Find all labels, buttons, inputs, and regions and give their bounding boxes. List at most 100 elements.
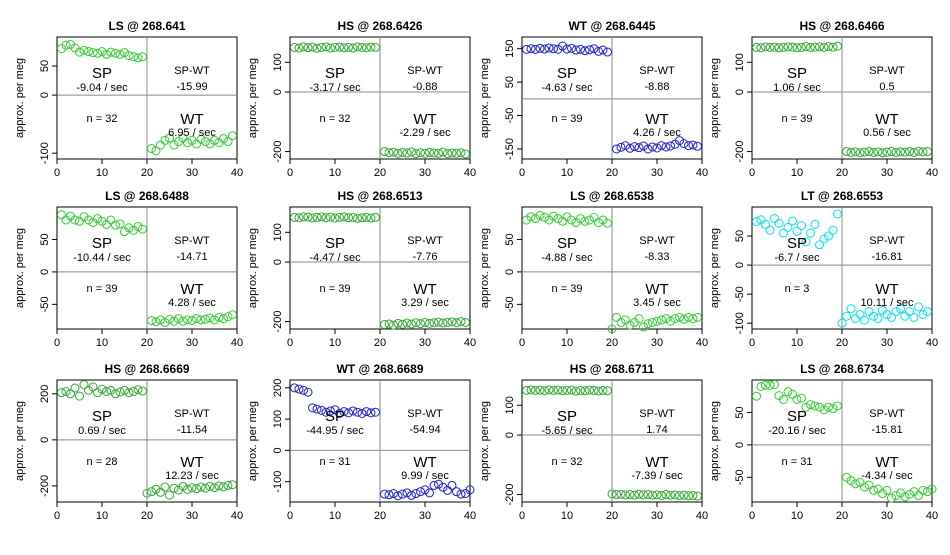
- wt-point: [192, 484, 201, 494]
- sp-point: [549, 44, 558, 54]
- sp-point: [138, 386, 147, 396]
- sp-label: SP: [787, 65, 807, 82]
- sp-point: [580, 216, 590, 226]
- sp-point: [321, 213, 331, 223]
- wt-point: [896, 304, 905, 314]
- wt-point: [860, 482, 869, 492]
- x-tick-label: 40: [464, 337, 476, 349]
- x-tick-label: 0: [287, 510, 293, 522]
- sp-point: [79, 45, 89, 55]
- wt-point: [398, 147, 407, 157]
- sp-point: [335, 212, 344, 222]
- sp-point: [70, 215, 80, 225]
- y-tick-label: 150: [504, 40, 516, 58]
- y-tick-label: 100: [734, 53, 746, 71]
- wt-point: [228, 480, 237, 490]
- sp-point: [779, 394, 788, 404]
- sp-point: [783, 222, 793, 232]
- sp-point: [589, 212, 599, 222]
- wt-point: [183, 138, 192, 148]
- spwt-value: 1.74: [646, 424, 667, 436]
- sp-point: [810, 219, 820, 229]
- sp-point: [129, 52, 138, 62]
- wt-point: [882, 485, 892, 495]
- sp-point: [544, 43, 554, 53]
- spwt-value: -15.99: [176, 81, 207, 93]
- wt-point: [923, 147, 932, 157]
- sp-point: [833, 401, 842, 411]
- wt-point: [438, 482, 448, 492]
- wt-point: [142, 488, 152, 498]
- wt-point: [846, 476, 856, 486]
- sp-point: [102, 220, 111, 230]
- sp-point: [88, 48, 98, 58]
- sp-point: [815, 402, 824, 412]
- sp-point: [335, 42, 344, 52]
- x-tick-label: 40: [926, 510, 938, 522]
- spwt-label: SP-WT: [639, 408, 675, 420]
- wt-point: [447, 148, 457, 158]
- wt-point: [630, 142, 639, 152]
- sp-rate: -5.65 / sec: [541, 425, 593, 437]
- x-tick-label: 0: [519, 337, 525, 349]
- x-tick-label: 40: [464, 167, 476, 179]
- wt-point: [905, 489, 914, 499]
- wt-point: [210, 315, 219, 325]
- panel-title: LS @ 268.6488: [105, 189, 189, 203]
- sp-point: [371, 212, 380, 222]
- panel-title: HS @ 268.6466: [799, 19, 884, 33]
- y-tick-label: -50: [504, 108, 516, 124]
- wt-point: [201, 314, 210, 324]
- x-tick-label: 10: [329, 167, 341, 179]
- y-tick-label: 100: [272, 223, 284, 241]
- sp-point: [788, 42, 797, 52]
- wt-point: [384, 490, 394, 500]
- wt-point: [914, 491, 923, 501]
- sp-point: [540, 212, 549, 222]
- wt-point: [634, 314, 644, 324]
- wt-point: [447, 317, 457, 327]
- wt-point: [461, 317, 470, 327]
- wt-label: WT: [875, 111, 898, 128]
- wt-point: [842, 311, 851, 321]
- y-tick-label: -100: [272, 471, 284, 493]
- sp-point: [819, 405, 829, 415]
- y-axis-label: approx. per meg: [14, 401, 26, 481]
- sp-point: [770, 42, 779, 52]
- wt-point: [891, 307, 901, 317]
- sp-label: SP: [325, 235, 345, 252]
- wt-point: [187, 483, 197, 493]
- wt-rate: 4.28 / sec: [168, 297, 216, 309]
- x-tick-label: 20: [606, 337, 618, 349]
- wt-point: [380, 147, 389, 157]
- sp-point: [824, 402, 833, 412]
- sp-point: [797, 393, 806, 403]
- wt-point: [178, 481, 188, 491]
- sp-rate: 1.06 / sec: [773, 82, 821, 94]
- sp-point: [102, 387, 111, 397]
- wt-point: [147, 487, 156, 497]
- sp-point: [317, 212, 326, 222]
- sp-label: SP: [325, 408, 345, 425]
- sp-point: [788, 389, 797, 399]
- sp-point: [312, 43, 322, 53]
- sp-point: [819, 234, 829, 244]
- sp-point: [290, 212, 299, 222]
- wt-point: [855, 148, 865, 158]
- sp-point: [580, 46, 590, 56]
- y-tick-label: 0: [734, 89, 746, 95]
- sp-point: [312, 212, 322, 222]
- y-axis-label: approx. per meg: [709, 228, 721, 308]
- wt-point: [670, 490, 680, 500]
- panel-10: WT @ 268.6689 0 10 20 30 40 200 100 0 -100 approx.…: [247, 362, 476, 522]
- sp-point: [70, 383, 80, 393]
- sp-point: [589, 385, 599, 395]
- sp-point: [124, 388, 134, 398]
- panel-title: HS @ 268.6426: [337, 19, 422, 33]
- wt-point: [214, 312, 224, 322]
- panel-7: LS @ 268.6538 0 10 20 30 40 50 0 -50 approx. per …: [479, 189, 708, 349]
- wt-point: [914, 146, 923, 156]
- sp-point: [362, 212, 371, 222]
- sp-rate: -4.47 / sec: [309, 252, 361, 264]
